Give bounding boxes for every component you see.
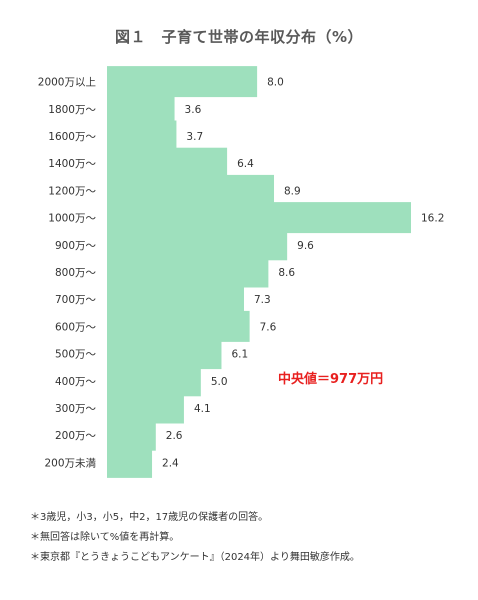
- value-label-0: 8.0: [267, 77, 284, 89]
- bar-14: [107, 446, 153, 478]
- category-label-3: 1400万～: [48, 158, 96, 170]
- median-annotation: 中央値＝977万円: [278, 372, 384, 387]
- value-label-5: 16.2: [421, 213, 444, 225]
- bar-4: [107, 174, 275, 206]
- value-label-11: 5.0: [211, 376, 228, 388]
- category-label-2: 1600万～: [48, 131, 96, 143]
- bar-6: [107, 229, 288, 261]
- bar-7: [107, 256, 269, 288]
- category-label-5: 1000万～: [48, 213, 96, 225]
- category-label-14: 200万未満: [44, 457, 96, 469]
- category-label-6: 900万～: [55, 240, 97, 252]
- chart-title: 図１ 子育て世帯の年収分布（%）: [114, 28, 364, 46]
- footnote-respondents: ＊3歳児，小3，小5，中2，17歳児の保護者の回答。: [30, 512, 269, 523]
- footnote-source: ＊東京都『とうきょうこどもアンケート』（2024年）より舞田敏彦作成。: [30, 552, 360, 563]
- category-label-7: 800万～: [55, 267, 97, 279]
- value-label-8: 7.3: [254, 294, 271, 306]
- bar-13: [107, 419, 156, 451]
- value-label-14: 2.4: [162, 457, 179, 469]
- value-label-1: 3.6: [185, 104, 202, 116]
- bar-5: [107, 202, 411, 234]
- value-label-6: 9.6: [297, 240, 314, 252]
- bar-8: [107, 283, 244, 315]
- category-label-12: 300万～: [55, 403, 97, 415]
- value-label-7: 8.6: [278, 267, 295, 279]
- bar-2: [107, 120, 177, 152]
- value-label-3: 6.4: [237, 158, 254, 170]
- bar-0: [107, 66, 258, 98]
- value-label-10: 6.1: [231, 349, 248, 361]
- value-label-4: 8.9: [284, 185, 301, 197]
- category-label-0: 2000万以上: [38, 77, 96, 89]
- category-label-1: 1800万～: [48, 104, 96, 116]
- value-label-12: 4.1: [194, 403, 211, 415]
- category-label-8: 700万～: [55, 294, 97, 306]
- value-label-2: 3.7: [186, 131, 203, 143]
- bar-10: [107, 338, 222, 370]
- value-label-9: 7.6: [260, 321, 277, 333]
- category-label-11: 400万～: [55, 376, 97, 388]
- footnote-no-answer: ＊無回答は除いて%値を再計算。: [30, 532, 180, 543]
- bar-9: [107, 310, 250, 342]
- bar-11: [107, 365, 201, 397]
- category-label-13: 200万～: [55, 430, 97, 442]
- value-label-13: 2.6: [166, 430, 183, 442]
- bar-chart: 2000万以上 8.0 1800万～ 3.6 1600万～ 3.7 1400万～ 6.4 120…: [38, 66, 444, 478]
- bar-12: [107, 392, 184, 424]
- bar-3: [107, 147, 228, 179]
- footnotes: ＊3歳児，小3，小5，中2，17歳児の保護者の回答。 ＊無回答は除いて%値を再計…: [30, 508, 360, 568]
- category-label-4: 1200万～: [48, 185, 96, 197]
- category-label-9: 600万～: [55, 321, 97, 333]
- bar-1: [107, 93, 175, 125]
- category-label-10: 500万～: [55, 349, 97, 361]
